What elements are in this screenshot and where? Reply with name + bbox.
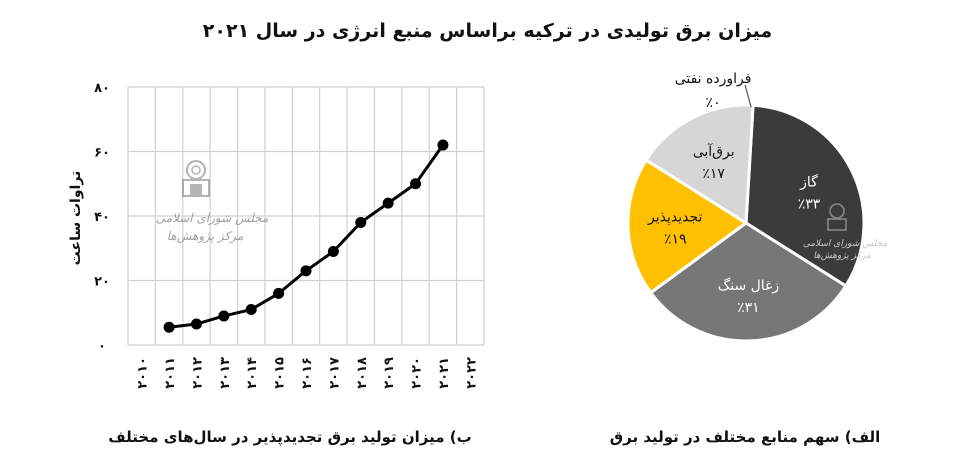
line-data-point [190,318,202,330]
line-data-point [245,304,257,316]
pie-slice-value: ٪۳۳ [798,197,821,213]
pie-leader-line [744,84,752,108]
pie-slice-label: تجدیدپذیر [647,209,702,225]
x-tick-label: ۲۰۱۸ [355,357,370,389]
x-tick-label: ۲۰۱۲ [190,357,205,389]
watermark-line2-visible: مرکز پژوهش‌ها [167,229,244,243]
x-tick-label: ۲۰۲۱ [437,357,452,389]
x-tick-label: ۲۰۲۰ [410,357,425,389]
x-tick-label: ۲۰۱۹ [382,357,397,389]
y-tick-label: ۸۰ [94,81,110,96]
y-tick-label: ۴۰ [94,210,110,225]
line-chart-grid [127,86,485,346]
pie-slice-label: برق‌آبی [693,143,735,160]
line-chart-y-ticks: ۰ ۲۰ ۴۰ ۶۰ ۸۰ [94,81,110,354]
pie-watermark-logo-icon [827,203,847,231]
x-tick-label: ۲۰۱۳ [218,357,233,389]
watermark-line1-visible: مجلس شورای اسلامی [156,211,269,225]
line-data-point [327,245,339,257]
x-tick-label: ۲۰۲۲ [464,357,479,389]
pie-watermark-line2: مرکز پژوهش‌ها [813,251,871,261]
watermark-text: مجلس شورای اسلامی مرکز پژوهش‌ها [156,211,269,243]
line-data-point [300,265,312,277]
line-chart-points [163,139,449,333]
y-tick-label: ۶۰ [94,146,110,161]
line-data-point [273,287,285,299]
line-chart-x-ticks: ۲۰۱۰ ۲۰۱۱ ۲۰۱۲ ۲۰۱۳ ۲۰۱۴ ۲۰۱۵ ۲۰۱۶ ۲۰۱۷ ۲۰۱۸ ۲۰۱۹… [136,357,480,389]
x-tick-label: ۲۰۱۴ [245,357,260,389]
line-chart-y-axis-label: تراوات ساعت [68,171,84,266]
page-title: میزان برق تولیدی در ترکیه براساس منبع ان… [202,20,773,42]
pie-slice-value: ٪۱۹ [664,231,687,247]
pie-slice [626,157,749,295]
x-tick-label: ۲۰۱۰ [136,357,151,389]
pie-slice-label: گاز [799,174,818,191]
line-data-point [163,321,175,333]
y-tick-label: ۲۰ [94,275,110,290]
line-data-point [218,310,230,322]
pie-slice-label: زغال سنگ [718,277,779,294]
line-data-point [437,139,449,151]
pie-slice [648,221,848,343]
pie-chart-caption: الف) سهم منابع مختلف در تولید برق [609,428,881,446]
pie-slice [644,103,755,226]
pie-watermark-line1: مجلس شورای اسلامی [803,239,888,249]
pie-slice-label: فراورده نفتی [675,71,752,87]
pie-chart-labels: گاز ٪۳۳ زغال سنگ ٪۳۱ تجدیدپذیر ٪۱۹ برق‌آبی ٪۱۷ ف… [647,71,821,316]
y-tick-label: ۰ [98,339,106,354]
pie-slice-value: ٪۰ [706,95,721,111]
pie-slice-value: ٪۳۱ [737,300,760,316]
x-tick-label: ۲۰۱۷ [327,357,342,389]
x-tick-label: ۲۰۱۶ [300,357,315,389]
line-data-point [382,197,394,209]
pie-slice-value: ٪۱۷ [702,166,725,182]
line-chart-caption: ب) میزان تولید برق تجدیدپذیر در سال‌های … [108,428,472,446]
x-tick-label: ۲۰۱۱ [163,357,178,389]
line-data-point [410,178,422,190]
x-tick-label: ۲۰۱۵ [273,357,288,389]
line-data-point [355,216,367,228]
watermark-logo-icon [182,160,210,197]
pie-chart [626,103,866,343]
